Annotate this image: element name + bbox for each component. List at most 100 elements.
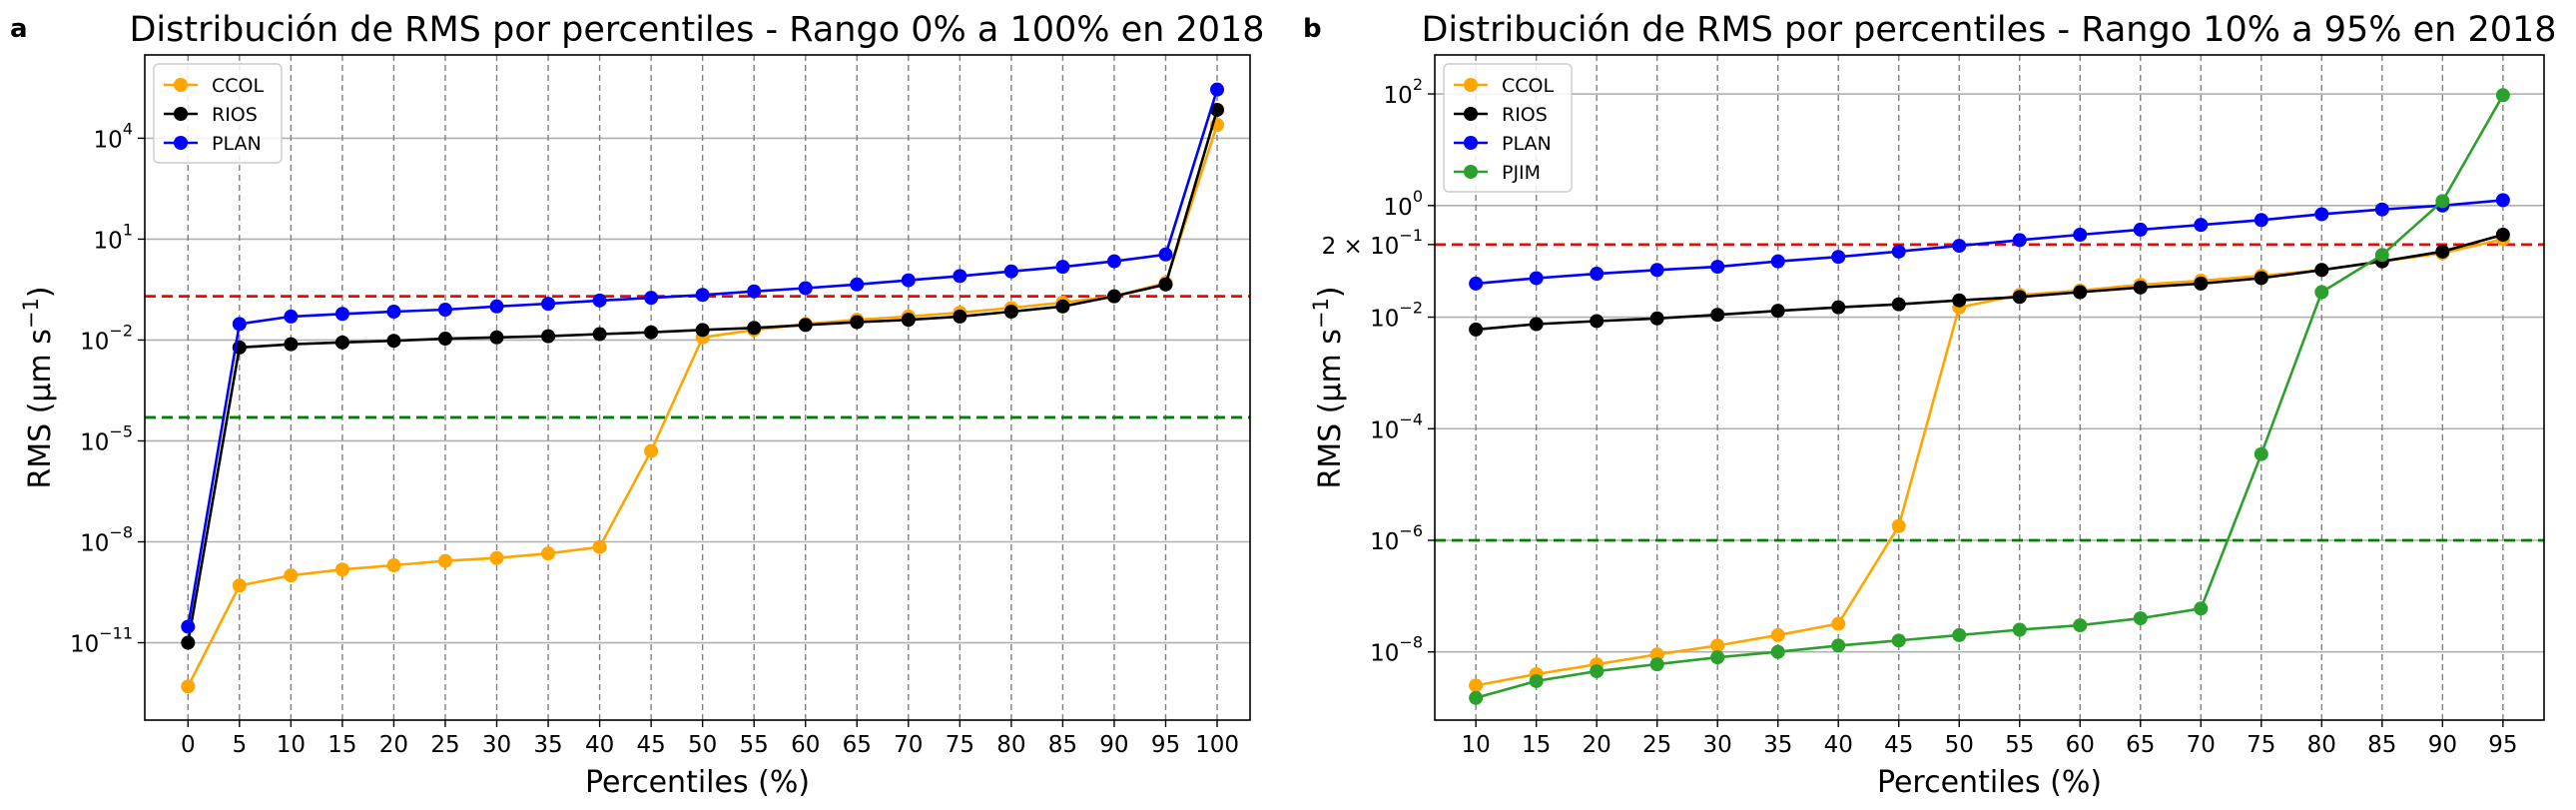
y-tick-label-base: 10	[1384, 195, 1413, 221]
y-tick-label-base: 10	[70, 632, 99, 658]
x-tick-label: 45	[636, 732, 665, 758]
data-point-pjim	[2314, 285, 2329, 300]
y-tick-label-base: 10	[94, 228, 123, 254]
legend-marker-plan	[174, 136, 188, 150]
data-point-plan	[953, 269, 967, 284]
data-point-plan	[541, 297, 556, 312]
data-point-rios	[1003, 304, 1018, 319]
data-point-plan	[798, 281, 813, 296]
data-point-pjim	[1469, 690, 1484, 705]
y-tick-label: 102	[1384, 75, 1423, 109]
data-point-plan	[2314, 207, 2329, 222]
data-point-rios	[2495, 228, 2510, 243]
data-point-rios	[644, 325, 659, 340]
y-tick-label-exp: −6	[1399, 521, 1423, 540]
data-point-pjim	[1770, 644, 1785, 659]
y-axis-label-text: RMS (µm s	[23, 329, 58, 489]
y-tick-label-exp: 4	[123, 119, 133, 138]
legend-marker-rios	[174, 107, 188, 121]
data-point-rios	[489, 330, 504, 345]
data-point-plan	[2254, 213, 2268, 228]
data-point-plan	[1891, 244, 1906, 259]
x-tick-label: 75	[2247, 732, 2275, 758]
x-tick-label: 90	[1099, 732, 1128, 758]
y-tick-label-base: 10	[80, 530, 109, 556]
y-tick-label-exp: −2	[109, 321, 133, 340]
data-point-pjim	[1529, 673, 1544, 688]
y-tick-label-extra: 2 × 10−1	[1322, 226, 1423, 260]
series-line-ccol	[1475, 238, 2504, 687]
data-point-rios	[1106, 289, 1121, 304]
chart-title: Distribución de RMS por percentiles - Ra…	[1421, 10, 2556, 50]
x-tick-label: 65	[843, 732, 872, 758]
data-point-plan	[2012, 233, 2027, 248]
data-point-ccol	[541, 546, 556, 561]
data-point-ccol	[1831, 616, 1846, 631]
data-point-plan	[1003, 264, 1018, 279]
data-point-plan	[1529, 271, 1544, 286]
legend-marker-plan	[1464, 136, 1478, 150]
data-point-rios	[747, 321, 762, 336]
y-tick-label-exp: 1	[123, 220, 133, 239]
legend-label-rios: RIOS	[1502, 104, 1548, 126]
plot-frame	[144, 54, 1251, 721]
chart-title: Distribución de RMS por percentiles - Ra…	[129, 10, 1264, 50]
legend-label-plan: PLAN	[212, 133, 262, 155]
panel-letter: b	[1303, 14, 1322, 44]
x-tick-label: 50	[688, 732, 717, 758]
data-point-plan	[747, 284, 762, 299]
y-tick-label: 10−2	[80, 321, 133, 355]
data-point-rios	[1210, 102, 1225, 117]
y-tick-label-base: 10	[80, 429, 109, 455]
data-point-plan	[181, 619, 196, 634]
legend-label-plan: PLAN	[1502, 133, 1552, 155]
y-tick-label-exp: −5	[109, 421, 133, 440]
series-line-plan	[1475, 199, 2504, 286]
y-tick-label-exp: −8	[109, 522, 133, 541]
data-point-plan	[1158, 247, 1173, 262]
y-axis-label: RMS (µm s−1)	[19, 286, 58, 488]
data-point-rios	[2012, 290, 2027, 305]
data-point-ccol	[1649, 647, 1664, 662]
y-tick-label: 100	[1384, 187, 1423, 221]
x-tick-label: 15	[1522, 732, 1551, 758]
y-tick-label-base: 10	[1370, 641, 1399, 667]
data-point-plan	[437, 303, 452, 318]
data-point-plan	[2495, 193, 2510, 208]
data-point-plan	[1055, 260, 1070, 275]
data-point-ccol	[1710, 638, 1725, 653]
data-point-ccol	[386, 558, 401, 573]
data-point-ccol	[334, 562, 349, 577]
data-point-pjim	[2495, 88, 2510, 103]
data-point-rios	[953, 309, 967, 324]
data-point-rios	[592, 327, 607, 342]
data-point-pjim	[2073, 618, 2088, 633]
x-tick-label: 35	[1763, 732, 1792, 758]
data-point-pjim	[2194, 601, 2209, 616]
y-tick-label: 104	[94, 119, 133, 153]
data-point-ccol	[284, 568, 299, 583]
x-tick-label: 25	[430, 732, 459, 758]
x-tick-label: 60	[2066, 732, 2095, 758]
y-tick-label-exp: −2	[1399, 299, 1423, 318]
x-tick-label: 60	[791, 732, 820, 758]
y-tick-label-base: 10	[1370, 307, 1399, 333]
data-point-plan	[901, 273, 916, 288]
data-point-plan	[489, 299, 504, 314]
x-tick-label: 5	[233, 732, 248, 758]
data-point-rios	[1469, 322, 1484, 337]
series-line-pjim	[1475, 94, 2505, 700]
x-tick-label: 75	[946, 732, 974, 758]
x-tick-label: 85	[1048, 732, 1077, 758]
data-point-rios	[1158, 277, 1173, 292]
data-point-rios	[334, 335, 349, 350]
data-point-pjim	[2435, 194, 2450, 209]
x-tick-label: 15	[327, 732, 356, 758]
y-tick-label: 101	[94, 220, 133, 254]
y-tick-label-exp: −11	[99, 624, 133, 643]
y-tick-label: 10−6	[1370, 521, 1423, 555]
data-point-ccol	[644, 443, 659, 458]
panel-a: a Distribución de RMS por percentiles - R…	[10, 10, 1265, 800]
x-tick-label: 50	[1945, 732, 1974, 758]
data-point-plan	[695, 288, 710, 303]
